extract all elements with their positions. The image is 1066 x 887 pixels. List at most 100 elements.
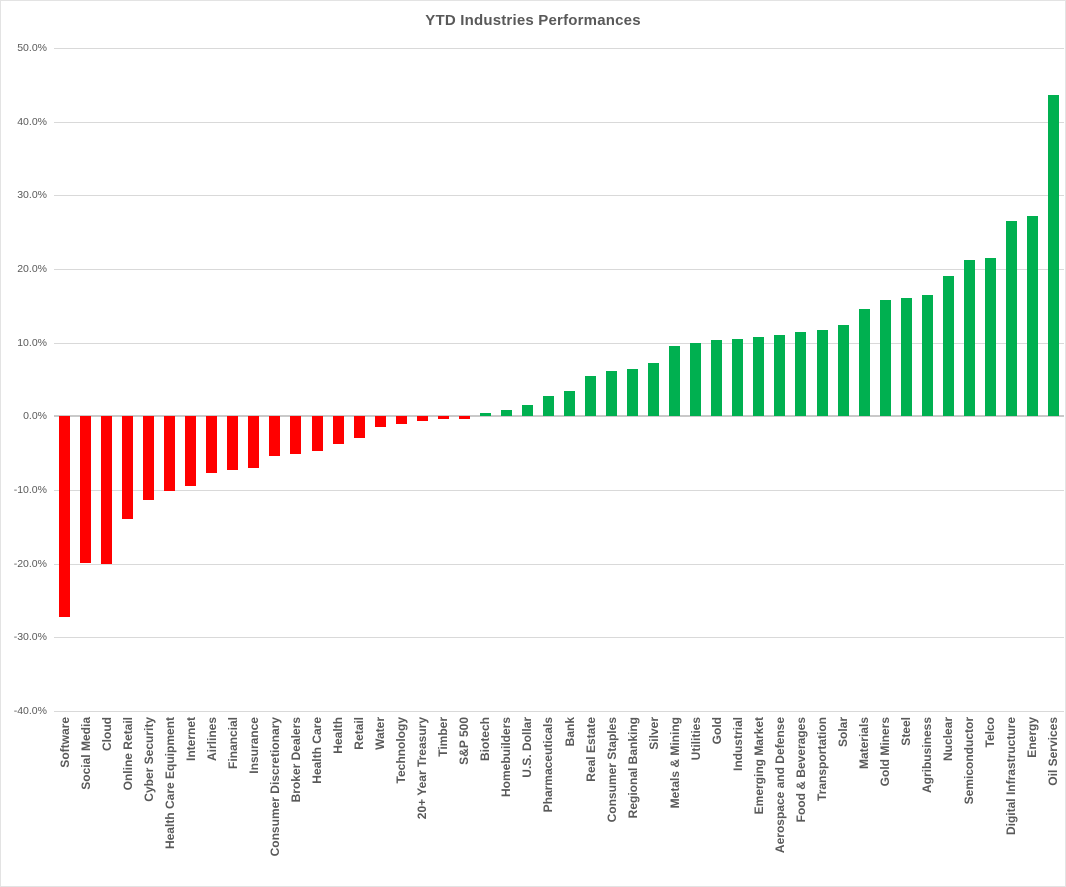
x-axis-label: Solar	[836, 717, 851, 748]
bar-telco	[984, 257, 996, 417]
x-axis-label: Utilities	[688, 717, 703, 761]
x-axis-label: Online Retail	[120, 717, 135, 791]
x-axis-label: Aerospace and Defense	[772, 717, 787, 854]
bar-cloud	[101, 416, 113, 565]
x-axis-label: Cloud	[99, 717, 114, 751]
y-axis-tick-label: 10.0%	[17, 336, 47, 349]
y-axis-tick-label: 20.0%	[17, 262, 47, 275]
gridline	[54, 489, 1064, 491]
bar-gold	[711, 340, 723, 417]
x-axis-label: Gold	[709, 717, 724, 745]
gridline	[54, 47, 1064, 49]
gridline	[54, 637, 1064, 639]
bar-water	[374, 416, 386, 427]
bar-oil-services	[1047, 95, 1059, 417]
bar-pharmaceuticals	[542, 396, 554, 417]
gridline	[54, 268, 1064, 270]
bar-biotech	[479, 413, 491, 417]
x-axis-label: Energy	[1025, 717, 1040, 758]
gridline	[54, 563, 1064, 565]
bar-steel	[900, 297, 912, 417]
chart-title: YTD Industries Performances	[425, 12, 641, 29]
x-axis-label: Biotech	[478, 717, 493, 762]
x-axis-label: Regional Banking	[625, 717, 640, 819]
x-axis-label: Pharmaceuticals	[541, 717, 556, 813]
bar-20-year-treasury	[416, 416, 428, 422]
bar-consumer-discretionary	[269, 416, 281, 457]
bar-health-care	[311, 416, 323, 451]
bar-emerging-market	[753, 336, 765, 417]
x-axis-label: Silver	[646, 717, 661, 750]
bar-silver	[648, 362, 660, 417]
y-axis-tick-label: -20.0%	[13, 557, 47, 570]
bar-cyber-security	[143, 416, 155, 501]
x-axis-label: Cyber Security	[141, 717, 156, 802]
x-axis-label: Steel	[899, 717, 914, 746]
bar-industrial	[732, 338, 744, 417]
bar-utilities	[690, 342, 702, 417]
bar-food-beverages	[795, 331, 807, 417]
x-axis-label: Materials	[857, 717, 872, 770]
bar-financial	[227, 416, 239, 471]
bar-internet	[185, 416, 197, 487]
x-axis-label: Emerging Market	[751, 717, 766, 815]
x-axis-label: Agribusiness	[920, 717, 935, 794]
gridline	[54, 710, 1064, 712]
x-axis-label: Gold Miners	[878, 717, 893, 787]
bar-technology	[395, 416, 407, 424]
bar-transportation	[816, 330, 828, 417]
x-axis-label: Internet	[183, 717, 198, 762]
x-axis-label: Social Media	[78, 717, 93, 790]
x-axis-label: Insurance	[246, 717, 261, 774]
x-axis-label: Oil Services	[1046, 717, 1061, 786]
x-axis-label: Food & Beverages	[793, 717, 808, 823]
x-axis-label: Broker Dealers	[288, 717, 303, 803]
bar-health	[332, 416, 344, 445]
bar-software	[59, 416, 71, 618]
x-axis-label: U.S. Dollar	[520, 717, 535, 778]
bar-retail	[353, 416, 365, 439]
x-axis-label: Homebuilders	[499, 717, 514, 798]
bar-homebuilders	[500, 409, 512, 417]
bar-solar	[837, 324, 849, 417]
gridline	[54, 342, 1064, 344]
y-axis-tick-label: -40.0%	[13, 704, 47, 717]
x-axis-label: Consumer Discretionary	[267, 717, 282, 857]
x-axis-label: Semiconductor	[962, 717, 977, 805]
x-axis-label: Health Care Equipment	[162, 717, 177, 850]
x-axis-label: Software	[57, 717, 72, 768]
x-axis-label: Metals & Mining	[667, 717, 682, 809]
bar-aerospace-and-defense	[774, 334, 786, 417]
x-axis-label: Water	[373, 717, 388, 750]
bar-health-care-equipment	[164, 416, 176, 491]
x-axis-label: Telco	[983, 717, 998, 748]
bar-broker-dealers	[290, 416, 302, 454]
bar-semiconductor	[963, 260, 975, 417]
bar-insurance	[248, 416, 260, 468]
x-axis-label: Timber	[436, 717, 451, 757]
x-axis-label: Transportation	[815, 717, 830, 802]
x-axis-line	[54, 415, 1064, 418]
bar-materials	[858, 309, 870, 417]
bar-agribusiness	[921, 294, 933, 417]
bar-social-media	[80, 416, 92, 563]
x-axis-label: Financial	[225, 717, 240, 770]
x-axis-label: 20+ Year Treasury	[415, 717, 430, 820]
bar-online-retail	[122, 416, 134, 520]
y-axis-tick-label: -10.0%	[13, 483, 47, 496]
y-axis-tick-label: 30.0%	[17, 189, 47, 202]
y-axis-tick-label: 50.0%	[17, 41, 47, 54]
x-axis-label: Bank	[562, 717, 577, 747]
x-axis-label: Industrial	[730, 717, 745, 772]
bar-real-estate	[585, 375, 597, 417]
bar-bank	[564, 390, 576, 417]
bar-timber	[437, 416, 449, 420]
x-axis-label: Retail	[352, 717, 367, 750]
x-axis-label: Health	[331, 717, 346, 754]
x-axis-label: S&P 500	[457, 717, 472, 765]
bar-consumer-staples	[606, 370, 618, 417]
x-axis-label: Nuclear	[941, 717, 956, 762]
bar-airlines	[206, 416, 218, 474]
bar-regional-banking	[627, 369, 639, 417]
